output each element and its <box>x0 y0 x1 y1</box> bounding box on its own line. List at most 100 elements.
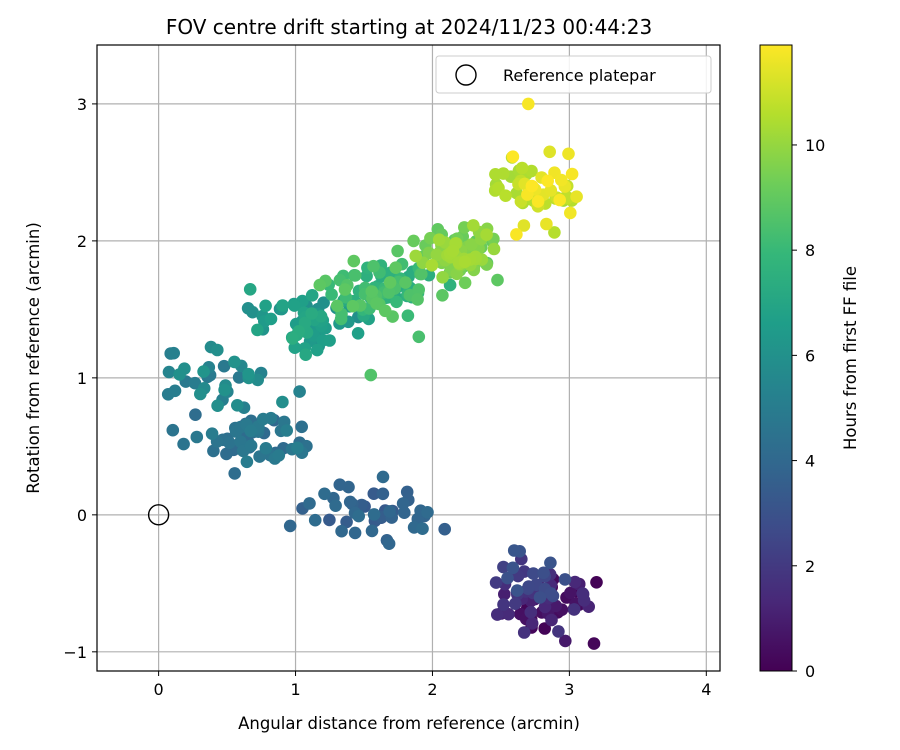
y-tick-label: 2 <box>77 232 87 251</box>
scatter-point <box>318 487 331 501</box>
scatter-point <box>391 244 404 258</box>
scatter-point <box>587 637 601 650</box>
scatter-point <box>378 304 392 318</box>
scatter-point <box>555 173 568 187</box>
scatter-point <box>537 566 550 580</box>
scatter-point <box>416 522 429 535</box>
scatter-point <box>280 424 294 437</box>
scatter-point <box>194 387 207 401</box>
scatter-point <box>544 184 558 197</box>
scatter-point <box>499 189 512 202</box>
plot-frame <box>96 44 721 672</box>
scatter-point <box>458 276 472 290</box>
scatter-point <box>517 626 531 639</box>
scatter-point <box>497 598 510 611</box>
scatter-point <box>507 544 521 557</box>
scatter-point <box>489 576 503 589</box>
scatter-point <box>590 576 603 589</box>
scatter-point <box>246 305 259 319</box>
y-tick-label: 3 <box>77 95 87 114</box>
scatter-point <box>527 567 540 580</box>
scatter-point <box>498 587 511 601</box>
scatter-point <box>211 399 224 413</box>
scatter-point <box>242 367 255 381</box>
scatter-point <box>531 195 545 208</box>
colorbar-tick-label: 2 <box>805 557 815 576</box>
scatter-point <box>259 299 272 313</box>
scatter-point <box>167 346 180 360</box>
scatter-point <box>330 299 344 313</box>
scatter-point <box>376 470 390 484</box>
scatter-point <box>244 439 258 453</box>
scatter-point <box>432 233 446 246</box>
scatter-point <box>517 219 531 232</box>
scatter-point <box>570 190 583 203</box>
scatter-point <box>382 537 396 550</box>
scatter-point <box>288 299 301 312</box>
scatter-point <box>438 522 452 536</box>
scatter-point <box>190 430 204 444</box>
scatter-point <box>338 283 352 296</box>
scatter-point <box>559 634 572 648</box>
scatter-point <box>538 622 551 635</box>
scatter-point <box>343 495 357 509</box>
scatter-point <box>564 206 577 220</box>
scatter-point <box>544 587 558 600</box>
legend-marker-icon <box>455 64 477 86</box>
scatter-point <box>217 359 231 373</box>
scatter-point <box>334 312 348 326</box>
x-axis-label: Angular distance from reference (arcmin) <box>238 714 580 733</box>
scatter-point <box>409 249 423 263</box>
scatter-point <box>348 526 362 540</box>
colorbar-tick-label: 10 <box>805 136 825 155</box>
scatter-point <box>396 497 410 510</box>
scatter-point <box>303 497 316 510</box>
scatter-point <box>317 296 330 310</box>
scatter-point <box>218 383 231 397</box>
y-axis-ticks: −1 0 1 2 3 <box>63 95 97 662</box>
scatter-point <box>205 427 219 441</box>
scatter-point <box>480 228 493 241</box>
scatter-point <box>232 371 246 384</box>
colorbar-tick-label: 8 <box>805 241 815 260</box>
scatter-point <box>446 244 460 258</box>
scatter-point <box>264 312 278 326</box>
scatter-point <box>272 449 286 462</box>
scatter-point <box>347 254 361 268</box>
scatter-point <box>223 436 236 450</box>
scatter-point <box>430 248 444 262</box>
scatter-point <box>162 365 176 379</box>
y-tick-label: −1 <box>63 643 87 662</box>
scatter-point <box>412 283 426 296</box>
colorbar-gradient <box>760 45 792 671</box>
scatter-point <box>365 285 379 298</box>
scatter-point <box>411 293 424 306</box>
scatter-point <box>367 508 381 521</box>
scatter-point <box>291 441 304 455</box>
scatter-point <box>567 603 581 616</box>
scatter-point <box>228 467 241 480</box>
chart-title: FOV centre drift starting at 2024/11/23 … <box>166 15 652 39</box>
scatter-point <box>295 420 309 434</box>
y-tick-label: 0 <box>77 506 87 525</box>
reference-platepar-point <box>147 504 170 526</box>
x-axis-ticks: 0 1 2 3 4 <box>154 671 711 699</box>
scatter-point <box>286 332 299 345</box>
scatter-point <box>558 573 572 586</box>
scatter-point <box>576 587 589 600</box>
scatter-point <box>228 355 241 369</box>
y-axis-label: Rotation from reference (arcmin) <box>24 222 43 494</box>
scatter-point <box>398 506 411 519</box>
scatter-point <box>421 506 434 519</box>
scatter-point <box>313 278 327 292</box>
scatter-point <box>401 309 415 323</box>
scatter-point <box>231 399 244 412</box>
scatter-point <box>436 289 449 302</box>
scatter-point <box>220 447 233 461</box>
scatter-point <box>553 193 566 207</box>
scatter-point <box>544 556 557 570</box>
scatter-point <box>548 226 561 239</box>
x-tick-label: 2 <box>427 680 437 699</box>
scatter-point <box>545 613 558 627</box>
